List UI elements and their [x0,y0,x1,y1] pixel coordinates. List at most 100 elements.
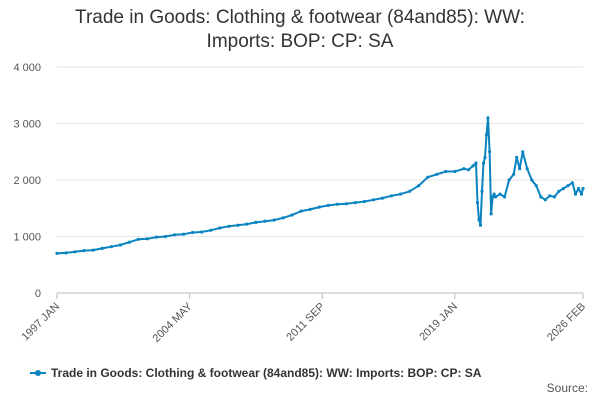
data-point [362,199,367,204]
data-point [163,234,168,239]
data-point [512,172,516,176]
data-point [136,237,140,241]
data-point [191,230,195,235]
chart-legend[interactable]: Trade in Goods: Clothing & footwear (84a… [30,366,481,380]
data-point [543,198,547,202]
data-point [281,216,285,220]
data-point [308,207,312,211]
data-point [503,195,507,199]
data-point [477,218,481,222]
data-point [64,251,68,255]
data-point [218,226,222,230]
data-point [570,181,575,185]
data-point [453,169,457,174]
data-point [481,161,486,165]
data-point [390,194,394,198]
data-point [408,189,412,193]
data-point [489,212,493,216]
data-point [91,248,95,252]
data-point [480,189,484,193]
data-point [573,192,578,196]
data-point [263,219,267,223]
data-point [557,189,561,193]
data-point [566,184,570,188]
data-point [471,164,475,168]
data-point [518,167,522,171]
data-point [426,175,430,179]
legend-line-marker-icon [30,368,46,378]
legend-series-label: Trade in Goods: Clothing & footwear (84a… [51,366,482,380]
x-tick-label: 2019 JAN [417,301,460,344]
data-point [209,228,213,232]
data-point [483,155,487,159]
y-tick-label: 1 000 [13,232,41,244]
source-label: Source: [546,381,588,395]
data-point [182,232,186,236]
data-point [530,178,534,182]
data-point [462,167,466,171]
x-tick-label: 2011 SEP [284,301,327,344]
data-point [127,240,131,244]
y-tick-label: 2 000 [13,175,41,187]
chart-title: Trade in Goods: Clothing & footwear (84a… [0,6,600,54]
data-point [326,203,330,207]
data-point [73,250,77,254]
data-point [236,223,240,227]
data-point [417,184,421,188]
data-point [552,195,557,199]
data-point [100,246,104,250]
data-point [534,184,538,188]
series-line [56,116,584,255]
data-point [486,116,490,120]
data-point [371,198,376,202]
data-point [507,178,511,182]
data-point [475,201,480,205]
data-point [82,249,86,253]
data-point [399,192,403,196]
data-point [515,155,519,159]
data-point [435,172,439,176]
data-point [444,169,448,174]
x-tick-label: 2026 FEB [545,301,588,344]
data-point [317,205,321,209]
data-point [299,209,303,213]
data-point [478,223,483,227]
data-point [145,237,149,241]
data-point [521,150,525,154]
chart-title-line-2: Imports: BOP: CP: SA [206,31,394,52]
data-point [254,220,258,224]
data-point [466,168,471,172]
x-tick-label: 2004 MAY [151,300,196,345]
data-point [200,230,204,234]
data-point [335,202,339,206]
data-point [492,192,496,196]
data-point [491,195,495,199]
data-point [353,201,357,205]
data-point [245,222,249,226]
data-point [581,186,585,191]
data-point [118,243,122,247]
data-point [525,167,529,171]
data-point [576,186,581,191]
data-point [579,192,584,196]
chart-title-line-1: Trade in Goods: Clothing & footwear (84a… [75,7,525,28]
data-point [484,133,489,137]
y-tick-label: 4 000 [13,62,41,74]
data-point [488,150,492,154]
x-tick-label: 1997 JAN [19,301,62,344]
data-point [109,245,113,249]
data-point [290,213,294,217]
data-point [154,235,159,239]
data-point [227,224,231,228]
data-point [498,192,502,196]
data-point [548,194,552,198]
data-point [272,218,276,222]
data-point [173,233,177,237]
data-point [55,251,59,255]
y-tick-label: 0 [35,288,41,300]
data-point [561,186,566,191]
y-tick-label: 3 000 [13,119,41,131]
data-point [380,196,385,200]
data-point [474,161,478,165]
